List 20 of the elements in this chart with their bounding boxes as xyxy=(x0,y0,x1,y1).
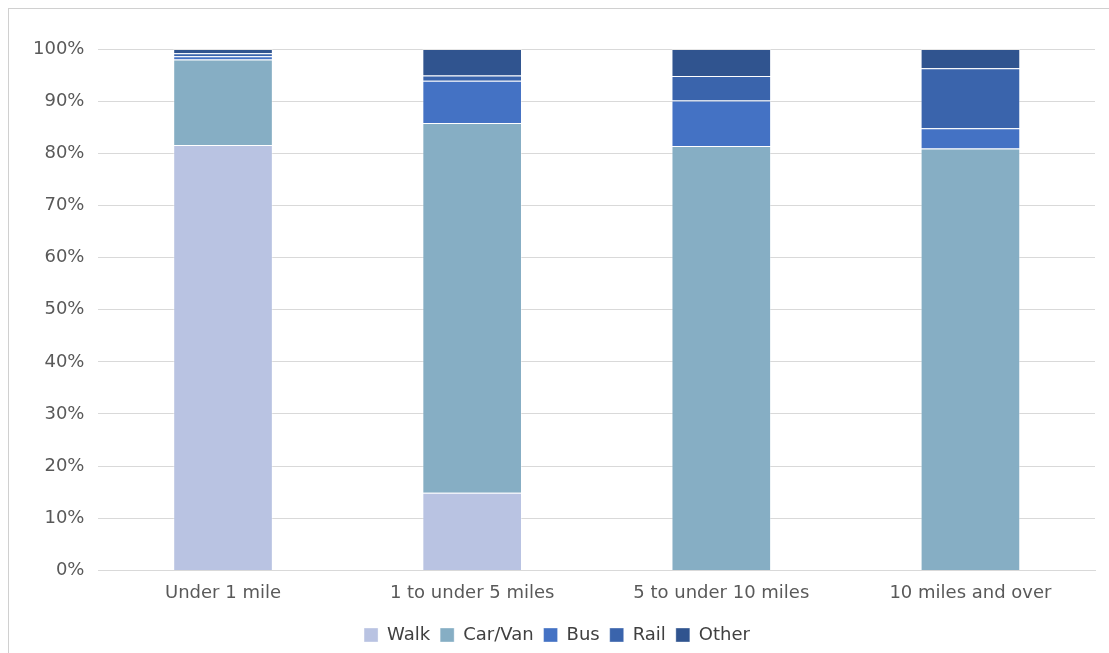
y-tick-label: 90% xyxy=(44,88,85,110)
legend-label: Other xyxy=(698,622,751,644)
legend-label: Bus xyxy=(566,622,600,644)
legend-label: Rail xyxy=(632,622,666,644)
x-tick-label: 1 to under 5 miles xyxy=(389,580,555,602)
x-tick-label: 10 miles and over xyxy=(889,580,1053,602)
x-tick-label: 5 to under 10 miles xyxy=(633,580,810,602)
y-tick-label: 20% xyxy=(44,453,85,475)
y-tick-label: 40% xyxy=(44,349,85,371)
y-tick-label: 60% xyxy=(44,245,85,267)
y-tick-label: 10% xyxy=(44,505,85,527)
y-tick-label: 70% xyxy=(44,193,85,215)
y-tick-label: 80% xyxy=(44,140,85,162)
legend-label: Car/Van xyxy=(463,622,534,644)
legend-label: Walk xyxy=(387,622,431,644)
y-tick-label: 30% xyxy=(44,401,85,423)
y-tick-label: 0% xyxy=(55,558,85,580)
y-tick-label: 100% xyxy=(32,36,85,58)
x-tick-label: Under 1 mile xyxy=(165,580,282,602)
y-tick-label: 50% xyxy=(44,297,85,319)
